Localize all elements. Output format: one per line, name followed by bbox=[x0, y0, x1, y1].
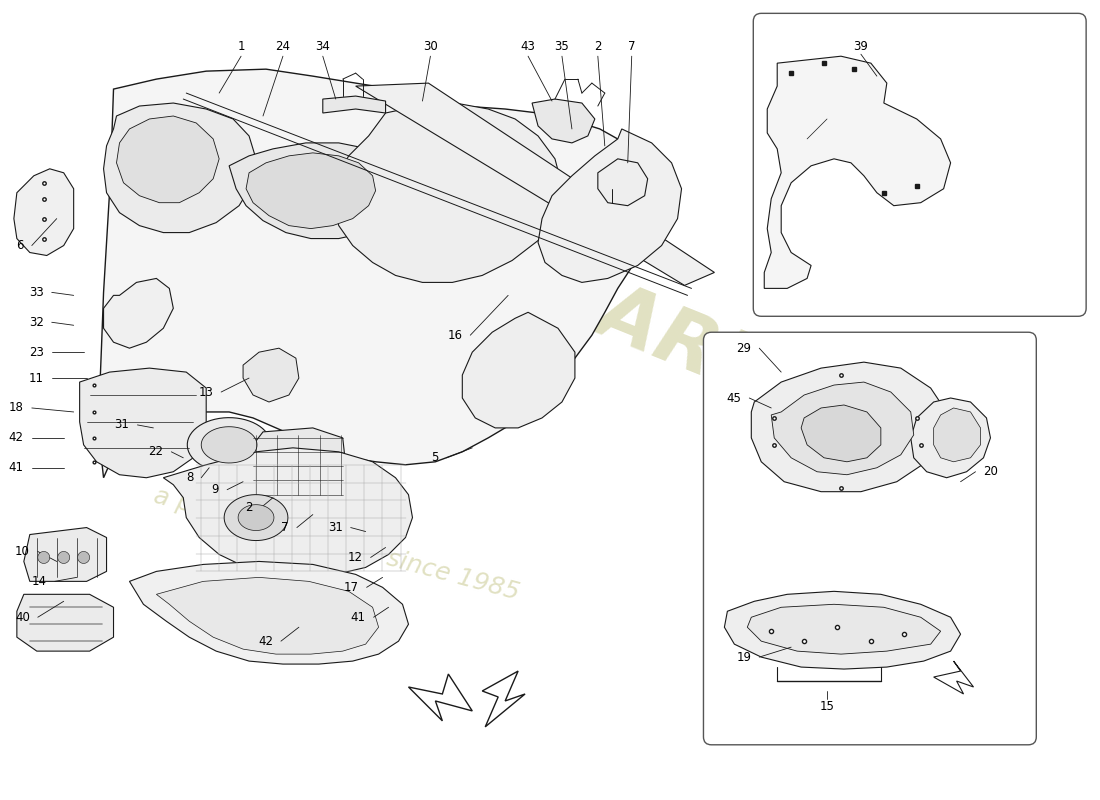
Polygon shape bbox=[16, 594, 113, 651]
Polygon shape bbox=[597, 159, 648, 206]
Polygon shape bbox=[246, 153, 375, 229]
Text: 33: 33 bbox=[29, 286, 44, 299]
Text: 11: 11 bbox=[29, 371, 44, 385]
Text: 5: 5 bbox=[431, 451, 439, 464]
Polygon shape bbox=[408, 674, 472, 721]
Text: 41: 41 bbox=[9, 462, 24, 474]
Text: 7: 7 bbox=[282, 521, 289, 534]
Text: 39: 39 bbox=[854, 40, 868, 53]
Polygon shape bbox=[355, 83, 714, 286]
Polygon shape bbox=[532, 99, 595, 143]
FancyBboxPatch shape bbox=[754, 14, 1086, 316]
Polygon shape bbox=[462, 312, 575, 428]
Polygon shape bbox=[751, 362, 947, 492]
Text: 32: 32 bbox=[29, 316, 44, 329]
Polygon shape bbox=[934, 661, 974, 694]
Polygon shape bbox=[238, 505, 274, 530]
Polygon shape bbox=[163, 448, 412, 578]
Polygon shape bbox=[911, 398, 990, 478]
Polygon shape bbox=[100, 69, 651, 478]
Text: 29: 29 bbox=[736, 342, 751, 354]
Polygon shape bbox=[117, 116, 219, 202]
Text: 31: 31 bbox=[114, 418, 130, 431]
Polygon shape bbox=[747, 604, 940, 654]
Polygon shape bbox=[187, 418, 271, 472]
Polygon shape bbox=[57, 551, 69, 563]
Text: 35: 35 bbox=[554, 40, 570, 53]
Text: 1: 1 bbox=[238, 40, 245, 53]
Text: 13: 13 bbox=[198, 386, 213, 398]
Text: 24: 24 bbox=[275, 40, 290, 53]
Text: a passion for parts since 1985: a passion for parts since 1985 bbox=[152, 483, 522, 604]
Polygon shape bbox=[37, 551, 50, 563]
Text: 40: 40 bbox=[15, 610, 30, 624]
Text: 42: 42 bbox=[9, 431, 24, 444]
Polygon shape bbox=[538, 129, 682, 282]
Polygon shape bbox=[229, 143, 412, 238]
Polygon shape bbox=[103, 103, 256, 233]
Polygon shape bbox=[934, 408, 980, 462]
Text: 23: 23 bbox=[29, 346, 44, 358]
Polygon shape bbox=[156, 578, 378, 654]
Text: EUROSPARES: EUROSPARES bbox=[251, 141, 835, 437]
Polygon shape bbox=[322, 96, 386, 113]
Text: 6: 6 bbox=[16, 239, 24, 252]
Polygon shape bbox=[79, 368, 206, 478]
Text: 31: 31 bbox=[328, 521, 343, 534]
Text: 41: 41 bbox=[351, 610, 365, 624]
Polygon shape bbox=[130, 562, 408, 664]
FancyBboxPatch shape bbox=[704, 332, 1036, 745]
Text: 15: 15 bbox=[820, 701, 835, 714]
Text: 16: 16 bbox=[448, 329, 462, 342]
Polygon shape bbox=[764, 56, 950, 288]
Text: 20: 20 bbox=[983, 466, 999, 478]
Polygon shape bbox=[771, 382, 914, 474]
Text: 30: 30 bbox=[424, 40, 438, 53]
Text: 45: 45 bbox=[726, 391, 741, 405]
Text: 7: 7 bbox=[628, 40, 636, 53]
Polygon shape bbox=[801, 405, 881, 462]
Polygon shape bbox=[243, 348, 299, 402]
Polygon shape bbox=[224, 494, 288, 541]
Text: 43: 43 bbox=[520, 40, 536, 53]
Polygon shape bbox=[103, 278, 174, 348]
Text: 2: 2 bbox=[245, 501, 253, 514]
Text: 12: 12 bbox=[348, 551, 363, 564]
Text: 10: 10 bbox=[15, 545, 30, 558]
Polygon shape bbox=[24, 527, 107, 582]
Text: 34: 34 bbox=[316, 40, 330, 53]
Text: 42: 42 bbox=[258, 634, 273, 648]
Text: 17: 17 bbox=[343, 581, 359, 594]
Text: 9: 9 bbox=[211, 483, 219, 496]
Text: 19: 19 bbox=[736, 650, 751, 664]
Polygon shape bbox=[249, 428, 345, 502]
Polygon shape bbox=[333, 103, 562, 282]
Text: 2: 2 bbox=[594, 40, 602, 53]
Text: 8: 8 bbox=[186, 471, 194, 484]
Polygon shape bbox=[725, 591, 960, 669]
Polygon shape bbox=[14, 169, 74, 255]
Text: 18: 18 bbox=[9, 402, 24, 414]
Text: 14: 14 bbox=[32, 575, 47, 588]
Polygon shape bbox=[201, 426, 257, 463]
Text: 22: 22 bbox=[148, 446, 163, 458]
Polygon shape bbox=[78, 551, 89, 563]
Polygon shape bbox=[482, 671, 525, 727]
